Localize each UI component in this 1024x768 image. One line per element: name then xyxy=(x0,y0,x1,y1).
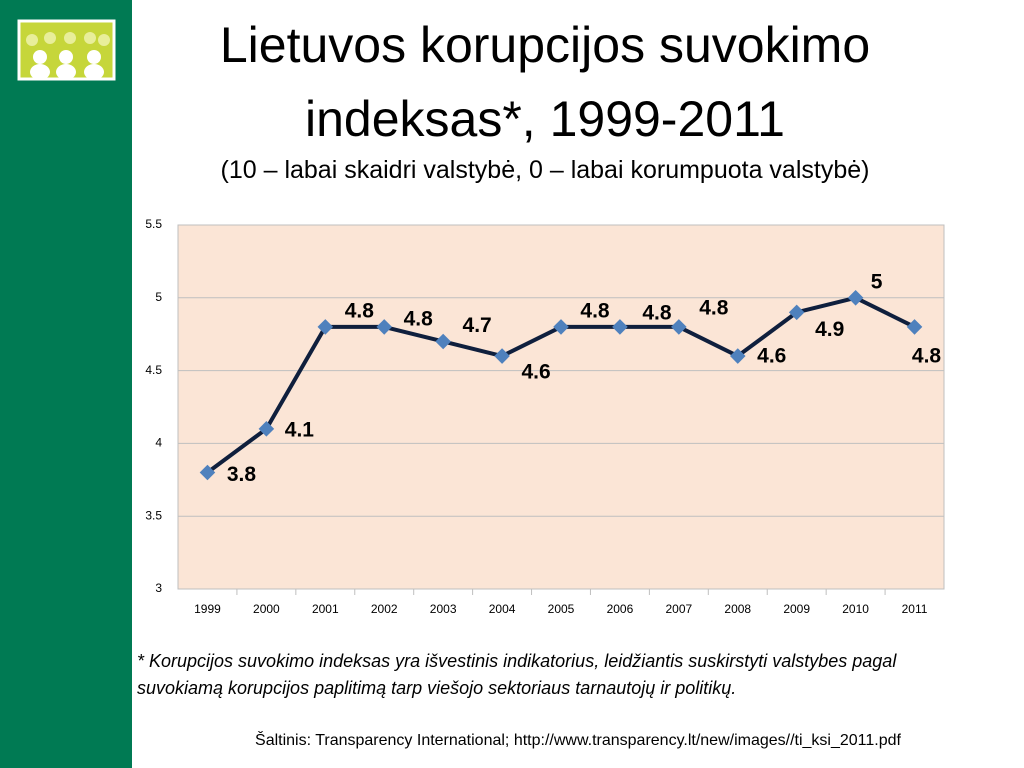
x-tick-label: 2006 xyxy=(607,602,634,616)
data-label: 4.6 xyxy=(521,361,550,384)
side-bar xyxy=(0,0,132,768)
marker xyxy=(612,319,628,335)
subtitle: (10 – labai skaidri valstybė, 0 – labai … xyxy=(220,156,870,184)
x-tick-label: 2000 xyxy=(253,602,280,616)
x-tick-label: 2011 xyxy=(902,602,928,616)
data-label: 4.6 xyxy=(757,345,786,368)
marker xyxy=(494,348,510,364)
y-tick-label: 3.5 xyxy=(145,508,162,522)
marker xyxy=(729,348,746,364)
marker xyxy=(317,319,334,335)
y-tick-label: 4 xyxy=(155,436,162,450)
x-tick-label: 2004 xyxy=(489,602,516,616)
x-tick-label: 2009 xyxy=(783,602,810,616)
data-label: 5 xyxy=(871,270,883,293)
x-tick-label: 2001 xyxy=(312,602,339,616)
logo xyxy=(17,19,116,81)
y-tick-label: 5 xyxy=(155,290,162,304)
data-label: 4.7 xyxy=(463,314,492,337)
data-label: 4.8 xyxy=(345,299,375,322)
source: Šaltinis: Transparency International; ht… xyxy=(255,732,901,749)
data-label: 4.8 xyxy=(912,344,942,367)
y-tick-label: 3 xyxy=(155,581,162,595)
title: Lietuvos korupcijos suvokimo indeksas*, … xyxy=(219,17,871,147)
plot-area xyxy=(177,224,945,590)
data-label: 4.8 xyxy=(580,299,610,322)
x-tick-label: 2005 xyxy=(548,602,575,616)
x-tick-label: 2007 xyxy=(665,602,692,616)
data-label: 3.8 xyxy=(227,463,257,486)
x-tick-label: 2002 xyxy=(371,602,398,616)
footnote: * Korupcijos suvokimo indeksas yra išves… xyxy=(137,651,897,698)
data-label: 4.1 xyxy=(285,418,315,441)
x-tick-label: 1999 xyxy=(194,602,221,616)
data-label: 4.8 xyxy=(642,301,672,324)
x-tick-label: 2010 xyxy=(842,602,869,616)
data-label: 4.8 xyxy=(404,307,434,330)
data-label: 4.9 xyxy=(815,318,844,341)
y-tick-label: 4.5 xyxy=(145,363,162,377)
data-label: 4.8 xyxy=(699,296,729,319)
chart: 3 3.5 4 4.5 5 5.5 1999 2000 2001 2002 2003 2004 2005… xyxy=(145,217,945,616)
x-tick-label: 2008 xyxy=(724,602,751,616)
y-tick-label: 5.5 xyxy=(145,217,162,231)
x-tick-label: 2003 xyxy=(430,602,457,616)
marker xyxy=(435,333,451,350)
